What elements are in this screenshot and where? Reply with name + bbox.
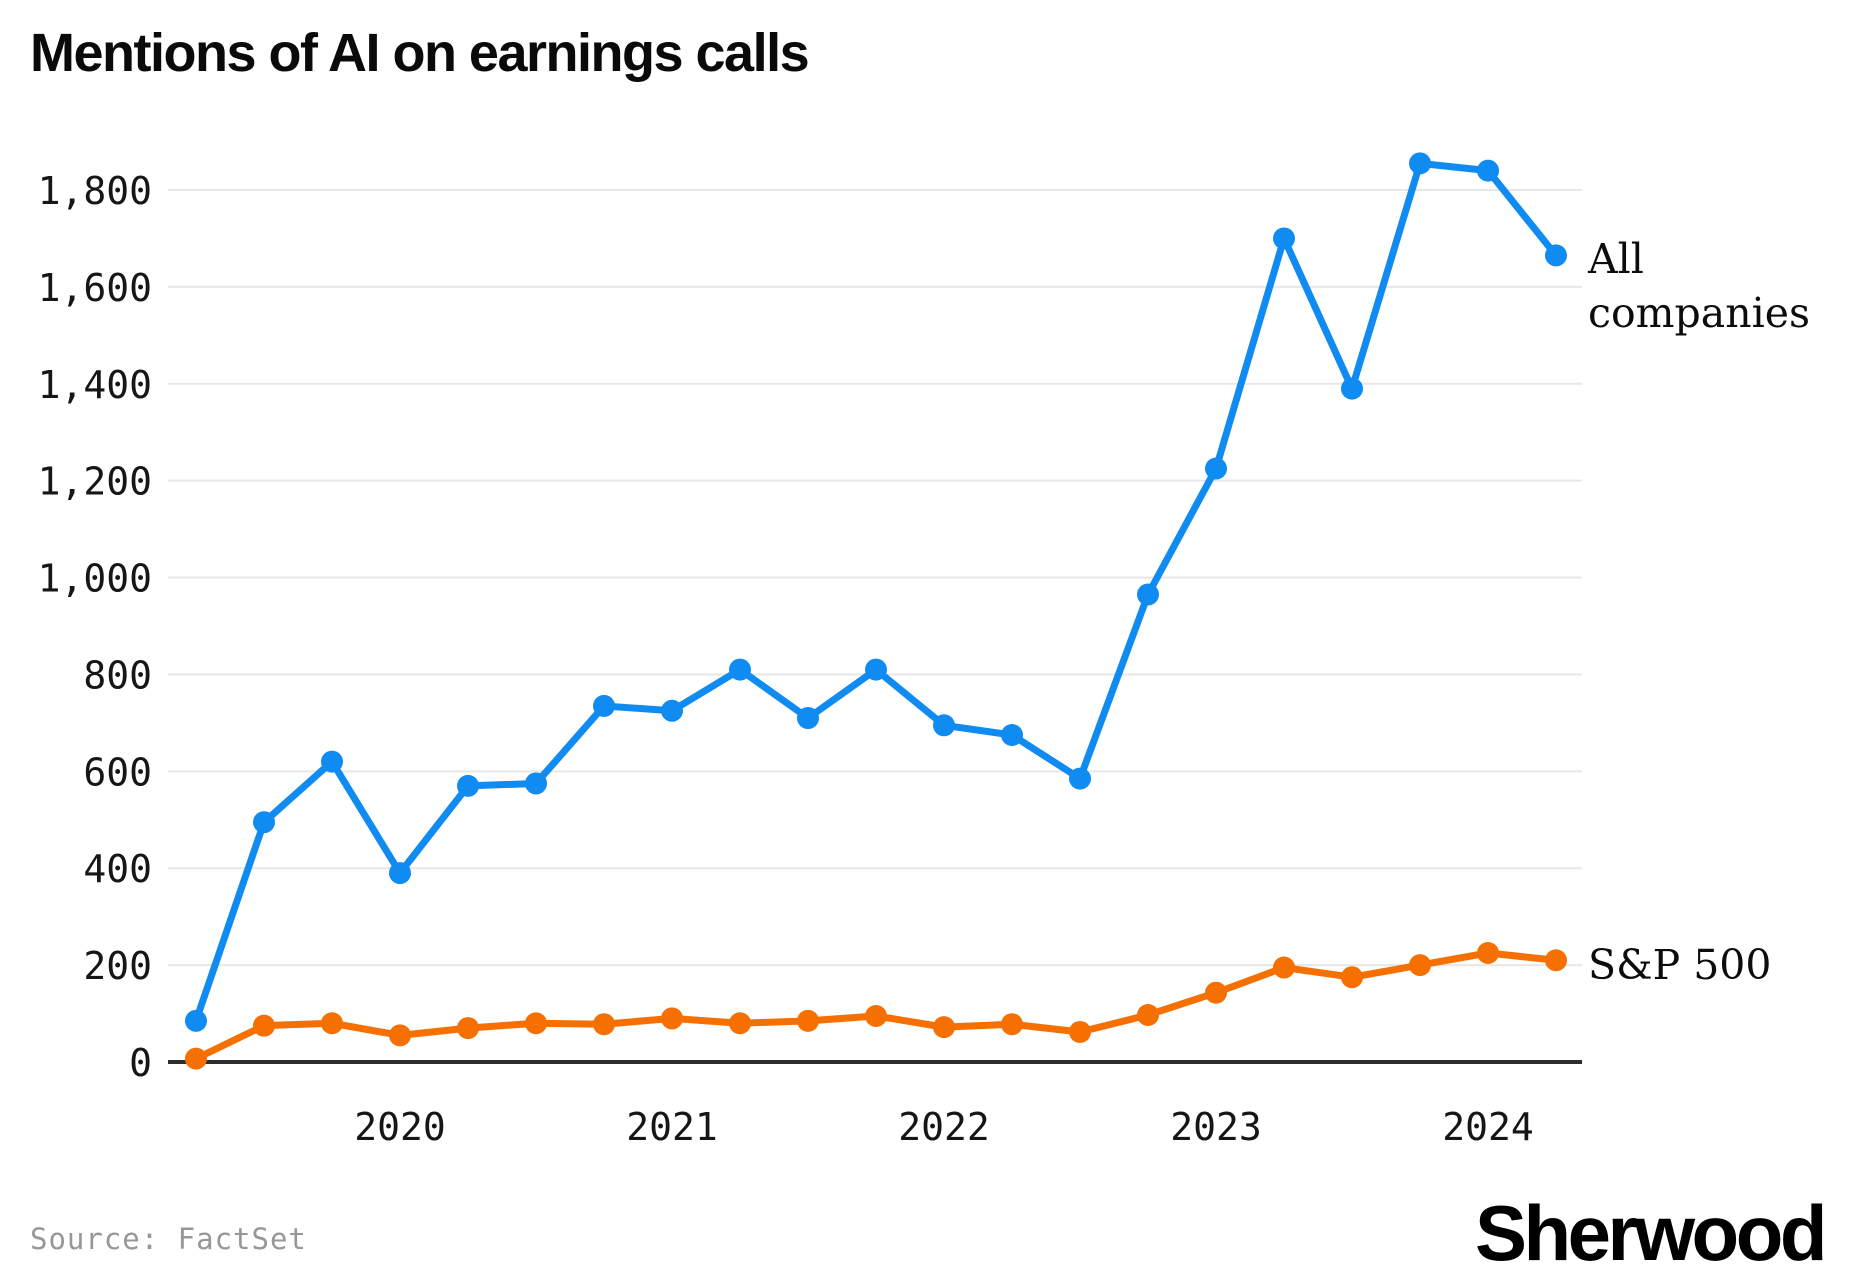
data-point-all-companies-2022-q4 xyxy=(1137,583,1159,606)
data-point-all-companies-2023-q1 xyxy=(1205,457,1227,480)
y-axis-tick-label-800: 800 xyxy=(83,653,152,697)
sherwood-logo: Sherwood xyxy=(1474,1189,1828,1277)
data-point-all-companies-2021-q4 xyxy=(865,658,887,681)
data-point-all-companies-2023-q2 xyxy=(1273,227,1295,250)
data-point-s-p-500-2024-q1 xyxy=(1477,942,1499,964)
data-point-all-companies-2021-q1 xyxy=(661,699,683,722)
data-point-s-p-500-2023-q2 xyxy=(1273,956,1295,979)
data-point-all-companies-2021-q3 xyxy=(797,707,819,730)
data-point-s-p-500-2021-q4 xyxy=(865,1004,887,1027)
x-axis-tick-label-2021: 2021 xyxy=(626,1105,718,1149)
data-point-s-p-500-2021-q2 xyxy=(729,1012,751,1035)
series-line-all-companies xyxy=(192,159,1560,1025)
y-axis-tick-label-1600: 1,600 xyxy=(38,266,152,310)
data-point-all-companies-2019-q4 xyxy=(321,750,343,773)
data-point-s-p-500-2021-q3 xyxy=(797,1009,819,1032)
data-point-all-companies-2019-q2 xyxy=(185,1009,207,1032)
data-point-s-p-500-2022-q3 xyxy=(1069,1020,1091,1043)
data-point-all-companies-2024-q2 xyxy=(1545,244,1567,267)
data-point-all-companies-2020-q4 xyxy=(593,694,615,717)
x-axis-tick-label-2022: 2022 xyxy=(898,1105,990,1149)
data-point-all-companies-2020-q1 xyxy=(389,862,411,885)
series-label-all-line2: companies xyxy=(1588,289,1811,338)
y-axis-tick-label-400: 400 xyxy=(83,847,152,891)
data-point-all-companies-2022-q2 xyxy=(1001,724,1023,746)
data-point-s-p-500-2021-q1 xyxy=(661,1007,683,1030)
data-point-s-p-500-2023-q4 xyxy=(1409,954,1431,977)
data-point-s-p-500-2022-q4 xyxy=(1137,1004,1159,1027)
data-point-s-p-500-2019-q2 xyxy=(185,1047,207,1070)
y-axis-tick-label-1200: 1,200 xyxy=(38,460,152,504)
data-point-s-p-500-2022-q2 xyxy=(1001,1013,1023,1036)
data-point-all-companies-2021-q2 xyxy=(729,658,751,681)
data-point-s-p-500-2020-q1 xyxy=(389,1024,411,1047)
x-axis-tick-label-2024: 2024 xyxy=(1442,1105,1534,1149)
data-point-all-companies-2022-q1 xyxy=(933,714,955,737)
y-axis-tick-label-200: 200 xyxy=(83,944,152,988)
x-axis-tick-label-2023: 2023 xyxy=(1170,1105,1262,1149)
data-point-s-p-500-2019-q3 xyxy=(253,1014,275,1037)
data-point-s-p-500-2020-q3 xyxy=(525,1012,547,1035)
data-point-s-p-500-2020-q4 xyxy=(593,1013,615,1036)
y-axis-tick-label-0: 0 xyxy=(129,1041,152,1085)
y-axis-tick-label-1400: 1,400 xyxy=(38,363,152,407)
y-axis-tick-label-1000: 1,000 xyxy=(38,557,152,601)
data-point-all-companies-2020-q2 xyxy=(457,774,479,797)
series-label-all-companies: All companies xyxy=(1588,232,1810,340)
data-point-all-companies-2019-q3 xyxy=(253,811,275,834)
data-point-s-p-500-2023-q1 xyxy=(1205,981,1227,1004)
data-point-s-p-500-2019-q4 xyxy=(321,1012,343,1035)
data-point-s-p-500-2020-q2 xyxy=(457,1017,479,1040)
series-label-all-line1: All xyxy=(1588,235,1644,283)
data-point-all-companies-2023-q4 xyxy=(1409,152,1431,175)
y-axis-tick-label-600: 600 xyxy=(83,750,152,794)
data-point-s-p-500-2022-q1 xyxy=(933,1016,955,1039)
y-axis-tick-label-1800: 1,800 xyxy=(38,169,152,213)
data-point-all-companies-2020-q3 xyxy=(525,772,547,795)
data-point-all-companies-2024-q1 xyxy=(1477,159,1499,182)
chart-title: Mentions of AI on earnings calls xyxy=(30,23,810,83)
source-attribution: Source: FactSet xyxy=(30,1222,307,1256)
data-point-s-p-500-2023-q3 xyxy=(1341,966,1363,989)
x-axis-tick-label-2020: 2020 xyxy=(354,1105,446,1149)
data-point-s-p-500-2024-q2 xyxy=(1545,949,1567,972)
series-label-sp500: S&P 500 xyxy=(1588,941,1772,989)
data-point-all-companies-2022-q3 xyxy=(1069,767,1091,790)
data-point-all-companies-2023-q3 xyxy=(1341,377,1363,400)
